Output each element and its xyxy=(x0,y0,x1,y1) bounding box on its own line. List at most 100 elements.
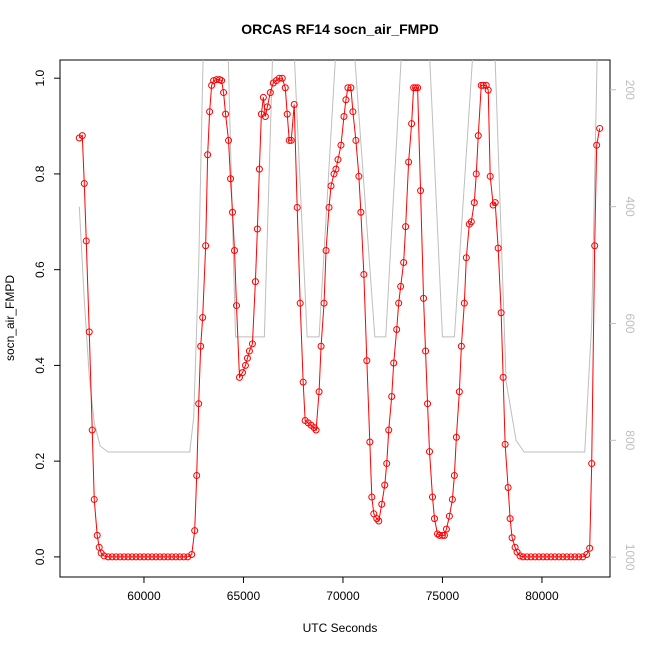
data-point xyxy=(414,84,422,92)
data-point xyxy=(176,553,184,561)
data-point xyxy=(347,84,355,92)
data-point xyxy=(168,553,176,561)
data-point xyxy=(253,225,261,233)
data-point xyxy=(315,388,323,396)
data-point xyxy=(575,553,583,561)
data-point xyxy=(596,124,604,132)
data-point xyxy=(206,108,214,116)
data-point xyxy=(547,553,555,561)
data-point xyxy=(93,531,101,539)
data-point xyxy=(156,553,164,561)
data-point xyxy=(231,247,239,255)
data-point xyxy=(420,294,428,302)
data-point xyxy=(412,84,420,92)
data-point xyxy=(296,299,304,307)
data-point xyxy=(375,517,383,525)
data-point xyxy=(445,512,453,520)
data-point xyxy=(472,170,480,178)
y-tick-label: 0.0 xyxy=(33,548,47,565)
data-point xyxy=(188,551,196,559)
data-point xyxy=(497,309,505,317)
data-point xyxy=(543,553,551,561)
y-tick-label: 0.4 xyxy=(33,357,47,374)
data-point xyxy=(148,553,156,561)
data-point xyxy=(527,553,535,561)
data-point xyxy=(251,278,259,286)
data-point xyxy=(312,426,320,434)
data-point xyxy=(108,553,116,561)
data-point xyxy=(430,515,438,523)
data-point xyxy=(383,460,391,468)
data-point xyxy=(563,553,571,561)
x-tick-label: 65000 xyxy=(227,589,261,603)
data-point xyxy=(508,534,516,542)
data-point xyxy=(337,141,345,149)
data-point xyxy=(531,553,539,561)
data-point xyxy=(363,357,371,365)
data-point xyxy=(283,110,291,118)
data-point xyxy=(120,553,128,561)
data-point xyxy=(112,553,120,561)
data-point xyxy=(591,242,599,250)
data-point xyxy=(78,132,86,140)
data-point xyxy=(539,553,547,561)
data-point xyxy=(245,347,253,355)
data-point xyxy=(90,495,98,503)
chart-title: ORCAS RF14 socn_air_FMPD xyxy=(241,21,439,37)
data-point xyxy=(259,93,267,101)
data-point xyxy=(551,553,559,561)
data-point xyxy=(494,244,502,252)
data-point xyxy=(172,553,180,561)
data-point xyxy=(325,203,333,211)
data-point xyxy=(450,472,458,480)
data-point xyxy=(349,108,357,116)
data-point xyxy=(360,270,368,278)
data-point xyxy=(583,551,591,559)
data-point xyxy=(381,481,389,489)
data-point xyxy=(144,553,152,561)
data-point xyxy=(393,326,401,334)
data-point xyxy=(322,247,330,255)
data-point xyxy=(357,208,365,216)
data-point xyxy=(152,553,160,561)
data-point xyxy=(559,553,567,561)
data-point xyxy=(136,553,144,561)
data-point xyxy=(467,218,475,226)
data-point xyxy=(422,347,430,355)
data-point xyxy=(82,237,90,245)
data-point xyxy=(506,515,514,523)
data-point xyxy=(477,81,485,89)
data-point xyxy=(164,553,172,561)
y-axis-label: socn_air_FMPD xyxy=(3,275,17,361)
data-point xyxy=(218,77,226,85)
data-point xyxy=(80,180,88,188)
x-axis-label: UTC Seconds xyxy=(303,621,378,635)
data-point xyxy=(408,120,416,128)
data-point xyxy=(193,472,201,480)
data-point xyxy=(213,76,221,84)
data-point xyxy=(378,500,386,508)
data-point xyxy=(448,495,456,503)
data-point xyxy=(366,438,374,446)
data-point xyxy=(479,81,487,89)
data-point xyxy=(470,199,478,207)
data-point xyxy=(504,483,512,491)
data-point xyxy=(395,299,403,307)
data-point xyxy=(261,112,269,120)
data-point xyxy=(227,175,235,183)
data-point xyxy=(225,136,233,144)
series-line xyxy=(78,60,598,453)
y-tick-label: 0.8 xyxy=(33,165,47,182)
data-point xyxy=(442,525,450,533)
data-point xyxy=(191,527,199,535)
data-point xyxy=(588,460,596,468)
data-point xyxy=(491,199,499,207)
data-point xyxy=(460,299,468,307)
data-point xyxy=(519,553,527,561)
plot-area xyxy=(75,60,604,561)
data-point xyxy=(233,302,241,310)
data-point xyxy=(586,544,594,552)
data-point xyxy=(499,373,507,381)
data-point xyxy=(290,101,298,109)
